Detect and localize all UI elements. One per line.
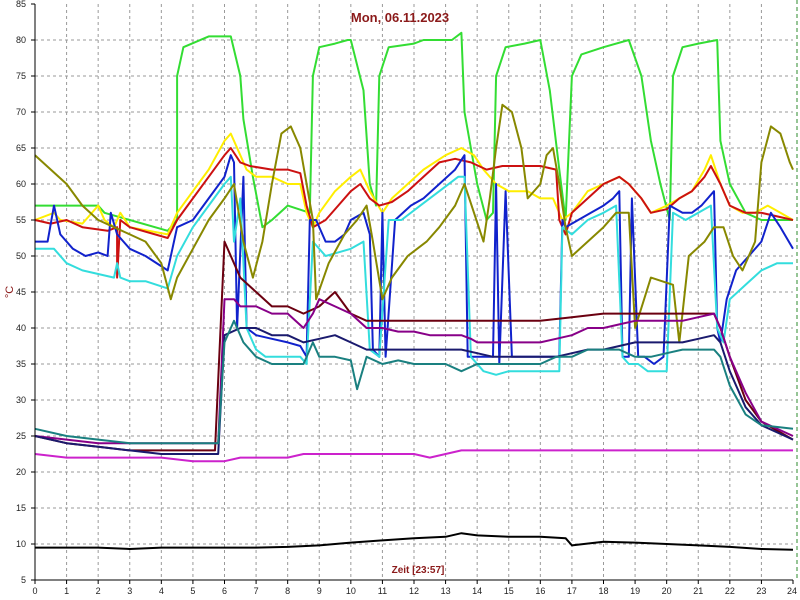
- x-tick-label: 2: [96, 586, 101, 596]
- axes: [31, 0, 798, 584]
- y-axis-label: °C: [4, 286, 16, 298]
- series-line-1: [35, 31, 793, 232]
- series-line-10: [34, 319, 794, 445]
- y-tick-label: 50: [16, 251, 26, 261]
- y-tick-label: 80: [16, 35, 26, 45]
- chart-title: Mon, 06.11.2023: [351, 10, 449, 25]
- series-line-11: [34, 449, 793, 463]
- x-tick-label: 0: [32, 586, 37, 596]
- series-group: [34, 31, 794, 551]
- x-tick-label: 23: [756, 586, 766, 596]
- x-tick-label: 9: [317, 586, 322, 596]
- x-axis-label: Zeit [23:57]: [392, 565, 445, 576]
- y-tick-label: 10: [16, 539, 26, 549]
- x-tick-label: 14: [472, 586, 482, 596]
- x-tick-label: 11: [378, 586, 387, 596]
- x-tick-label: 7: [254, 586, 259, 596]
- x-tick-label: 19: [630, 586, 640, 596]
- x-tick-label: 18: [598, 586, 608, 596]
- x-tick-label: 20: [662, 586, 672, 596]
- y-tick-label: 55: [16, 215, 26, 225]
- y-tick-label: 15: [16, 503, 26, 513]
- y-tick-label: 70: [16, 107, 26, 117]
- x-tick-label: 1: [64, 586, 69, 596]
- x-tick-label: 6: [222, 586, 227, 596]
- tick-labels: 0 1 2 3 4 5 6 7 8 9 10 11 12 13 14 15 16 17 18 19 20 21 22 23 24…: [16, 0, 797, 596]
- y-tick-label: 75: [16, 71, 26, 81]
- y-tick-label: 5: [21, 575, 26, 585]
- x-tick-label: 21: [693, 586, 703, 596]
- y-tick-label: 35: [16, 359, 26, 369]
- y-tick-label: 20: [16, 467, 26, 477]
- y-tick-label: 45: [16, 287, 26, 297]
- series-line-5: [35, 175, 793, 376]
- x-tick-label: 12: [409, 586, 419, 596]
- x-tick-label: 17: [567, 586, 577, 596]
- y-tick-label: 25: [16, 431, 26, 441]
- x-tick-label: 3: [127, 586, 132, 596]
- x-tick-label: 22: [725, 586, 735, 596]
- x-tick-label: 10: [346, 586, 356, 596]
- x-tick-label: 8: [285, 586, 290, 596]
- x-tick-label: 16: [535, 586, 545, 596]
- series-line-4: [35, 154, 794, 365]
- y-tick-label: 85: [16, 0, 26, 9]
- series-line-12: [35, 532, 794, 551]
- x-tick-label: 4: [159, 586, 164, 596]
- x-tick-label: 15: [504, 586, 514, 596]
- x-tick-label: 13: [441, 586, 451, 596]
- y-tick-label: 65: [16, 143, 26, 153]
- y-tick-label: 30: [16, 395, 26, 405]
- series-line-8: [34, 298, 794, 445]
- y-tick-label: 60: [16, 179, 26, 189]
- x-tick-label: 24: [787, 586, 797, 596]
- x-tick-label: 5: [190, 586, 195, 596]
- y-tick-label: 40: [16, 323, 26, 333]
- series-line-7: [34, 240, 794, 452]
